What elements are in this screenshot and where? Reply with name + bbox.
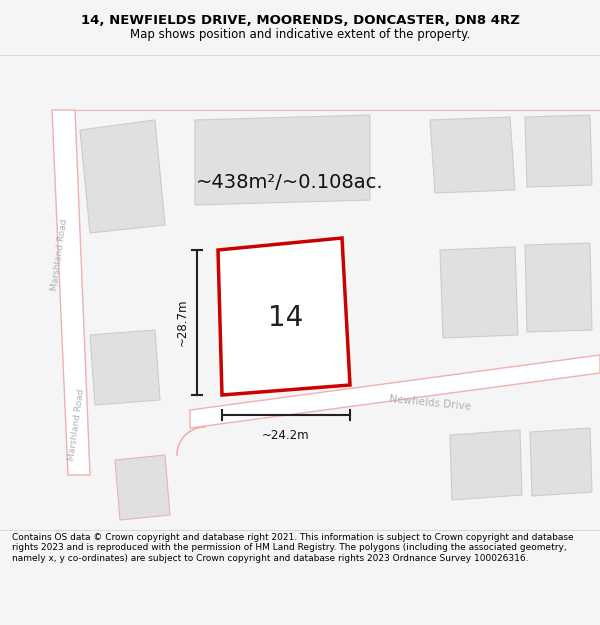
Text: 14: 14 <box>268 304 304 332</box>
Text: ~28.7m: ~28.7m <box>176 299 189 346</box>
Polygon shape <box>90 330 160 405</box>
Polygon shape <box>525 243 592 332</box>
Polygon shape <box>115 455 170 520</box>
Polygon shape <box>450 430 522 500</box>
Text: Contains OS data © Crown copyright and database right 2021. This information is : Contains OS data © Crown copyright and d… <box>12 533 574 563</box>
Text: Marshland Road: Marshland Road <box>67 389 86 461</box>
Polygon shape <box>430 117 515 193</box>
Text: 14, NEWFIELDS DRIVE, MOORENDS, DONCASTER, DN8 4RZ: 14, NEWFIELDS DRIVE, MOORENDS, DONCASTER… <box>80 14 520 27</box>
Text: Map shows position and indicative extent of the property.: Map shows position and indicative extent… <box>130 28 470 41</box>
Polygon shape <box>525 115 592 187</box>
Polygon shape <box>440 247 518 338</box>
Polygon shape <box>240 262 332 372</box>
Text: ~438m²/~0.108ac.: ~438m²/~0.108ac. <box>196 174 384 192</box>
Polygon shape <box>52 110 90 475</box>
Text: Marshland Road: Marshland Road <box>50 219 70 291</box>
Polygon shape <box>80 120 165 233</box>
Polygon shape <box>190 355 600 428</box>
Text: Newfields Drive: Newfields Drive <box>389 394 471 412</box>
Polygon shape <box>195 115 370 205</box>
Polygon shape <box>530 428 592 496</box>
Text: ~24.2m: ~24.2m <box>262 429 310 442</box>
Polygon shape <box>218 238 350 395</box>
